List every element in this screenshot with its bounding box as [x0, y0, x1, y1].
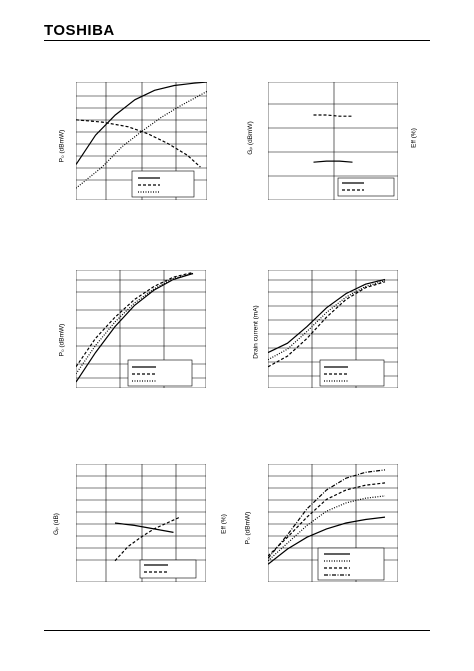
plot-a	[76, 82, 207, 200]
series-line-dashed	[313, 114, 353, 117]
legend-box	[131, 170, 195, 198]
plot-c	[76, 270, 206, 388]
legend-box	[317, 547, 385, 581]
plot-f	[268, 464, 398, 582]
plot-c-ylabel: P₀ (dBmW)	[58, 323, 66, 357]
series-line-solid	[76, 272, 194, 383]
plot-e-ylabel-right: Eff (%)	[220, 514, 228, 534]
plot-b-ylabel: Gₚ (dBmW)	[247, 121, 254, 155]
series-line-solid	[114, 522, 174, 533]
series-line-dashed	[268, 281, 386, 368]
plot-d	[268, 270, 398, 388]
legend-box	[337, 177, 395, 197]
brand-logo: TOSHIBA	[44, 22, 115, 39]
series-line-dashed	[76, 271, 194, 368]
grid	[268, 82, 398, 200]
legend-box	[139, 559, 197, 579]
series-line-solid	[268, 278, 386, 354]
legend-box	[319, 359, 385, 387]
series-line-solid	[268, 516, 386, 565]
series-line-dotted	[76, 272, 194, 375]
plot-a-ylabel: P₀ (dBmW)	[58, 129, 66, 163]
plot-e-ylabel: Gₚ (dB)	[53, 513, 60, 535]
header-rule	[44, 40, 430, 41]
plot-b-ylabel-right: Eff (%)	[410, 128, 418, 148]
plot-b	[268, 82, 398, 200]
series-line-solid	[313, 160, 353, 163]
series-line-dashdot	[268, 469, 386, 559]
series-line-dotted	[268, 495, 386, 562]
footer-rule	[44, 630, 430, 631]
series-line-solid	[76, 82, 207, 165]
plot-e	[76, 464, 206, 582]
series-line-dashed	[114, 516, 181, 562]
series-line-dashed	[268, 482, 386, 557]
legend-box	[127, 359, 193, 387]
series-line-dashed	[76, 119, 201, 168]
series-line-dotted	[268, 280, 386, 361]
grid	[76, 464, 206, 582]
plot-d-ylabel: Drain current (mA)	[252, 305, 260, 359]
plot-f-ylabel: P₀ (dBmW)	[244, 511, 252, 545]
